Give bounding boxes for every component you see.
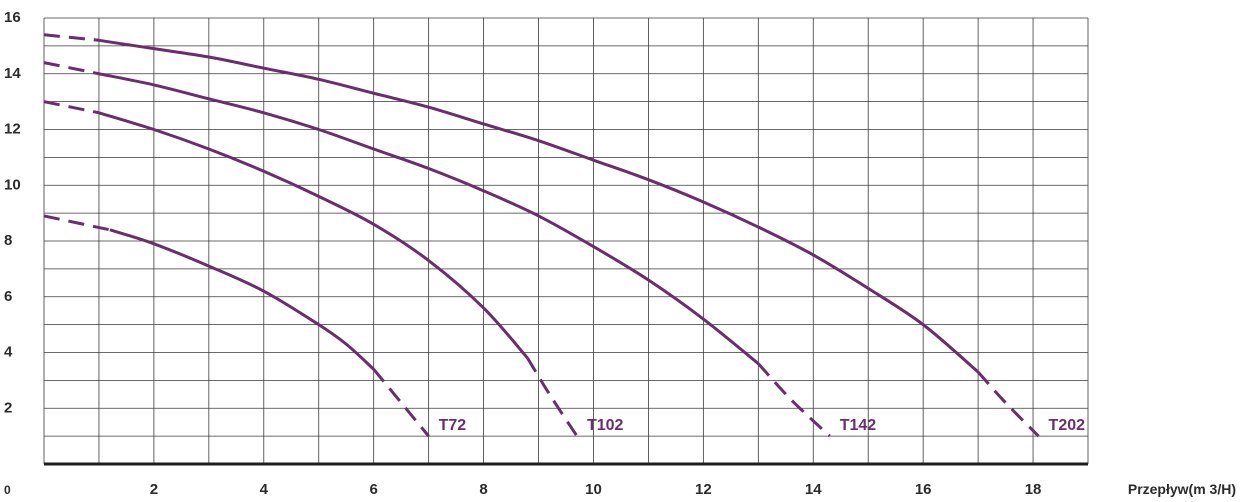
y-tick-label: 10 — [4, 176, 21, 193]
series-line-t202-start-dashed — [43, 33, 100, 42]
series-lines — [43, 33, 1040, 438]
series-label-t142: T142 — [840, 417, 877, 434]
series-line-t72-end-dashed — [372, 368, 430, 438]
origin-label: 0 — [4, 483, 11, 497]
y-tick-label: 4 — [4, 344, 13, 361]
series-line-t202 — [98, 38, 980, 374]
series-label-t102: T102 — [587, 417, 624, 434]
series-line-t72-start-dashed — [43, 214, 111, 232]
y-tick-label: 6 — [4, 288, 12, 305]
x-tick-label: 4 — [260, 481, 269, 498]
y-tick-label: 16 — [4, 9, 21, 26]
x-tick-label: 6 — [370, 481, 378, 498]
series-line-t102-end-dashed — [526, 357, 579, 437]
x-tick-label: 14 — [805, 481, 822, 498]
x-tick-label: 16 — [915, 481, 932, 498]
y-tick-label: 2 — [4, 399, 12, 416]
x-tick-label: 8 — [479, 481, 487, 498]
x-tick-label: 10 — [585, 481, 602, 498]
axes: 2 4 6 8 10 12 14 16 2 4 6 8 10 12 14 16 18 0 Przepływ(m 3/… — [4, 9, 1236, 498]
x-tick-label: 2 — [150, 481, 158, 498]
series-line-t142 — [98, 72, 760, 365]
x-tick-label: 12 — [695, 481, 712, 498]
series-line-t202-end-dashed — [976, 371, 1040, 438]
series-line-t72 — [109, 228, 375, 371]
series-line-t102-start-dashed — [43, 100, 100, 115]
labels: T72 T102 T142 T202 — [439, 417, 1085, 434]
series-line-t142-end-dashed — [757, 362, 831, 438]
grid — [43, 17, 1089, 465]
series-label-t72: T72 — [439, 417, 467, 434]
series-label-t202: T202 — [1049, 417, 1086, 434]
series-line-t102 — [98, 111, 529, 360]
y-tick-label: 14 — [4, 65, 21, 82]
x-axis-title: Przepływ(m 3/H) — [1128, 481, 1236, 497]
y-tick-label: 8 — [4, 232, 12, 249]
x-tick-label: 18 — [1025, 481, 1042, 498]
y-tick-label: 12 — [4, 121, 21, 138]
series-line-t142-start-dashed — [43, 61, 100, 76]
